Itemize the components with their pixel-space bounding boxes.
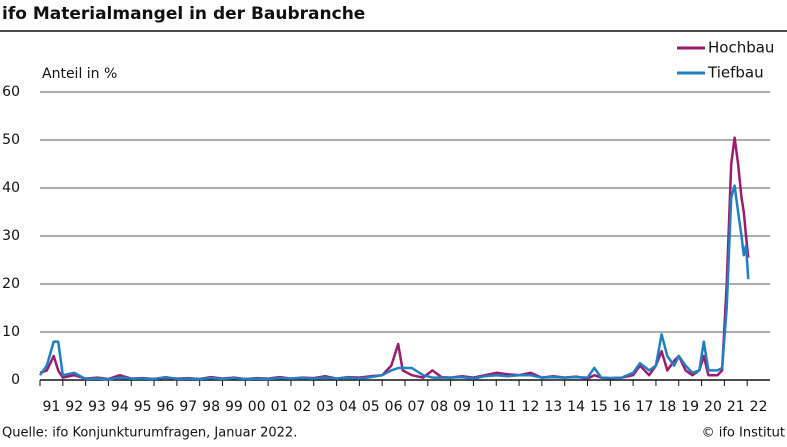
source: Quelle: ifo Konjunkturumfragen, Januar 2…	[2, 426, 297, 441]
x-tick-label: 07	[407, 399, 425, 415]
chart-title: ifo Materialmangel in der Baubranche	[2, 4, 365, 24]
x-tick-label: 03	[316, 399, 334, 415]
x-tick-label: 95	[134, 399, 152, 415]
x-tick-label: 06	[385, 399, 403, 415]
series-line	[38, 184, 750, 381]
x-tick-label: 94	[111, 399, 129, 415]
x-tick-label: 14	[567, 399, 585, 415]
x-tick-label: 22	[750, 399, 768, 415]
x-tick-label: 02	[293, 399, 311, 415]
x-tick-label: 00	[248, 399, 266, 415]
y-tick-label: 50	[2, 132, 20, 148]
x-tick-label: 13	[544, 399, 562, 415]
x-tick-label: 01	[271, 399, 289, 415]
legend-label: Hochbau	[708, 39, 774, 57]
x-tick-label: 10	[476, 399, 494, 415]
y-tick-label: 60	[2, 84, 20, 100]
x-tick-label: 16	[613, 399, 631, 415]
y-tick-label: 10	[2, 324, 20, 340]
x-tick-label: 18	[658, 399, 676, 415]
y-tick-label: 0	[11, 372, 20, 388]
legend-label: Tiefbau	[707, 64, 764, 82]
y-tick-label: 40	[2, 180, 20, 196]
y-axis-label: Anteil in %	[42, 66, 117, 82]
x-tick-label: 05	[362, 399, 380, 415]
copyright: © ifo Institut	[702, 426, 785, 441]
x-tick-label: 15	[590, 399, 608, 415]
x-tick-label: 91	[42, 399, 60, 415]
x-tick-label: 11	[499, 399, 517, 415]
x-tick-label: 92	[65, 399, 83, 415]
series-line	[39, 136, 750, 381]
x-tick-label: 08	[430, 399, 448, 415]
x-tick-label: 93	[88, 399, 106, 415]
x-tick-label: 04	[339, 399, 357, 415]
x-tick-label: 96	[157, 399, 175, 415]
x-tick-label: 09	[453, 399, 471, 415]
y-tick-label: 30	[2, 228, 20, 244]
x-tick-label: 20	[704, 399, 722, 415]
x-tick-label: 19	[681, 399, 699, 415]
x-tick-label: 99	[225, 399, 243, 415]
x-tick-label: 21	[727, 399, 745, 415]
x-tick-label: 98	[202, 399, 220, 415]
x-tick-label: 12	[522, 399, 540, 415]
x-tick-label: 97	[179, 399, 197, 415]
x-tick-label: 17	[636, 399, 654, 415]
y-tick-label: 20	[2, 276, 20, 292]
